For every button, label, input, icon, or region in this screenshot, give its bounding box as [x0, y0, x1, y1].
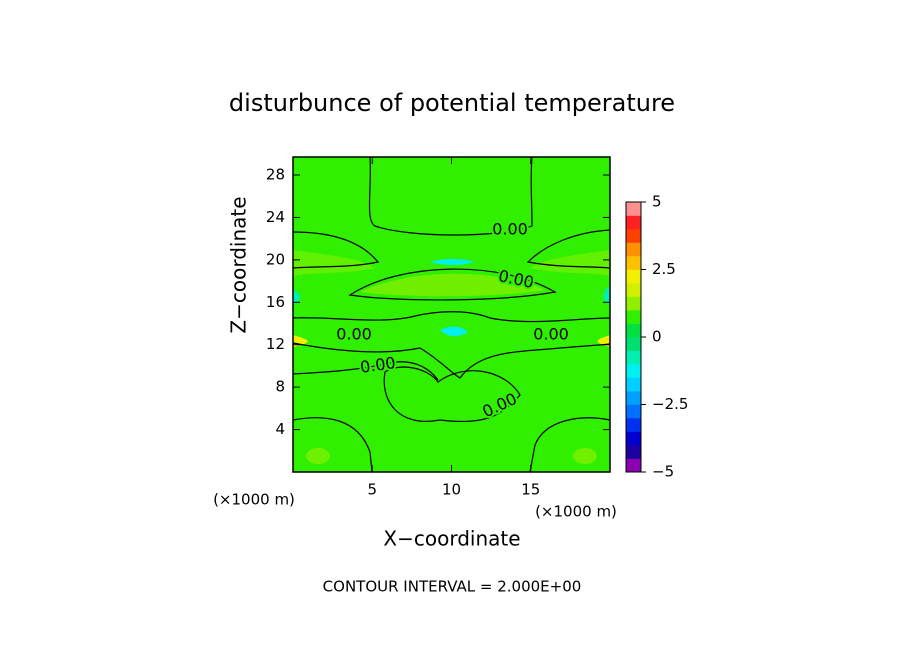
- colorbar-band: [626, 269, 641, 284]
- colorbar-band: [626, 337, 641, 351]
- contour-label: 0.00: [492, 220, 528, 239]
- colorbar-band: [626, 364, 641, 378]
- colorbar-band: [626, 296, 641, 311]
- colorbar-band: [626, 391, 641, 405]
- x-tick-label: 15: [521, 481, 540, 499]
- contour-label: 0.00: [336, 325, 372, 344]
- colorbar-band: [626, 310, 641, 324]
- colorbar-band: [626, 404, 641, 419]
- colorbar-tick-label: −5: [652, 463, 674, 481]
- y-tick-label: 4: [275, 420, 285, 438]
- colorbar-band: [626, 377, 641, 392]
- colorbar-band: [626, 350, 641, 365]
- footer: CONTOUR INTERVAL = 2.000E+00: [323, 578, 582, 596]
- field: [292, 156, 611, 473]
- y-axis-label: Z−coordinate: [227, 196, 251, 333]
- x-unit: (×1000 m): [535, 503, 617, 521]
- y-tick-label: 8: [275, 378, 285, 396]
- x-tick-label: 10: [442, 481, 461, 499]
- x-axis-label: X−coordinate: [383, 527, 520, 551]
- colorbar-band: [626, 256, 641, 270]
- colorbar-band: [626, 431, 641, 446]
- colorbar-band: [626, 458, 641, 473]
- y-tick-label: 24: [266, 208, 285, 226]
- chart-title: disturbunce of potential temperature: [229, 89, 675, 117]
- colorbar-tick-label: 0: [652, 328, 662, 346]
- colorbar-band: [626, 323, 641, 338]
- colorbar-band: [626, 418, 641, 432]
- x-tick-label: 5: [367, 481, 377, 499]
- colorbar-band: [626, 445, 641, 459]
- colorbar-tick-label: −2.5: [652, 395, 688, 413]
- y-tick-label: 28: [266, 166, 285, 184]
- colorbar-band: [626, 202, 641, 216]
- y-tick-label: 20: [266, 250, 285, 268]
- colorbar-band: [626, 215, 641, 230]
- contour-label: 0.00: [359, 353, 397, 377]
- contour-label: 0.00: [533, 325, 569, 344]
- colorbar-band: [626, 229, 641, 243]
- colorbar-band: [626, 242, 641, 257]
- y-unit: (×1000 m): [213, 491, 295, 509]
- colorbar-band: [626, 283, 641, 297]
- y-tick-label: 12: [266, 335, 285, 353]
- y-tick-label: 16: [266, 293, 285, 311]
- colorbar-tick-label: 5: [652, 193, 662, 211]
- colorbar-tick-label: 2.5: [652, 260, 676, 278]
